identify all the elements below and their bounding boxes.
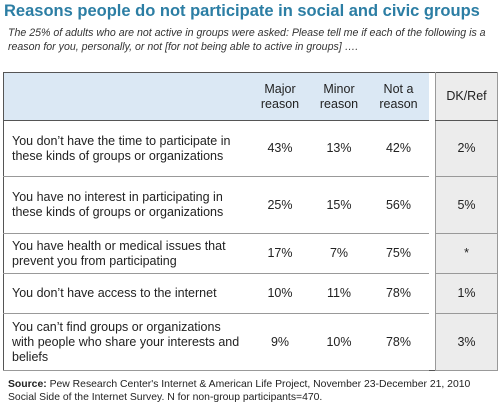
row-label: You can’t find groups or organizations w… — [3, 313, 251, 371]
source-text: Pew Research Center's Internet & America… — [8, 379, 471, 403]
cell-value: 2% — [435, 120, 498, 177]
source-label: Source: — [8, 379, 47, 390]
gap-cell — [428, 233, 436, 274]
cell-value: 10% — [309, 313, 369, 371]
cell-value: 78% — [368, 313, 429, 371]
column-header: DK/Ref — [435, 72, 498, 121]
gap-cell — [428, 176, 436, 234]
table-row: You can’t find groups or organizations w… — [3, 313, 498, 371]
title: Reasons people do not participate in soc… — [4, 2, 480, 20]
cell-value: 11% — [309, 273, 369, 314]
table-row: You don’t have the time to participate i… — [3, 120, 498, 177]
row-label: You don’t have access to the internet — [3, 273, 251, 314]
cell-value: 17% — [250, 233, 310, 274]
cell-value: 78% — [368, 273, 429, 314]
cell-value: 56% — [368, 176, 429, 234]
cell-value: 43% — [250, 120, 310, 177]
table: Major reason Minor reason Not a reason DK/R… — [3, 72, 498, 371]
cell-value: 75% — [368, 233, 429, 274]
row-label: You have no interest in participating in… — [3, 176, 251, 234]
cell-value: 42% — [368, 120, 429, 177]
cell-value: 9% — [250, 313, 310, 371]
gap-cell — [428, 313, 436, 371]
cell-value: 5% — [435, 176, 498, 234]
cell-value: 3% — [435, 313, 498, 371]
cell-value: 13% — [309, 120, 369, 177]
cell-value: 1% — [435, 273, 498, 314]
subtitle: The 25% of adults who are not active in … — [8, 27, 486, 53]
cell-value: 7% — [309, 233, 369, 274]
gap-cell — [428, 72, 436, 121]
cell-value: 10% — [250, 273, 310, 314]
table-row: You don’t have access to the internet 10%… — [3, 273, 498, 314]
column-header: Minor reason — [309, 72, 369, 121]
header-row: Major reason Minor reason Not a reason DK/R… — [3, 72, 498, 121]
header-cell — [3, 72, 251, 121]
column-header: Not a reason — [368, 72, 429, 121]
table-row: You have no interest in participating in… — [3, 176, 498, 234]
gap-cell — [428, 120, 436, 177]
row-label: You don’t have the time to participate i… — [3, 120, 251, 177]
table-row: You have health or medical issues that p… — [3, 233, 498, 274]
row-label: You have health or medical issues that p… — [3, 233, 251, 274]
source: Source: Pew Research Center's Internet &… — [8, 378, 496, 404]
table-body: You don’t have the time to participate i… — [3, 120, 498, 371]
column-header: Major reason — [250, 72, 310, 121]
gap-cell — [428, 273, 436, 314]
cell-value: 15% — [309, 176, 369, 234]
cell-value: * — [435, 233, 498, 274]
cell-value: 25% — [250, 176, 310, 234]
